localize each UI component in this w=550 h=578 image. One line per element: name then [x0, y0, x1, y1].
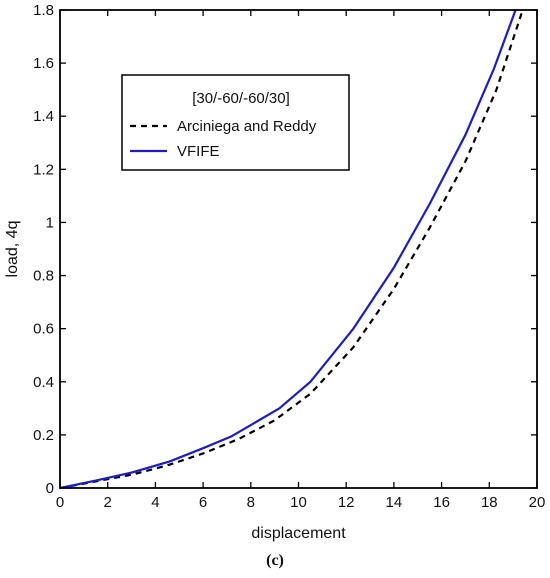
- y-tick-label: 1.6: [33, 55, 54, 72]
- plot-layer: 0 2 4 6 8 10 12 14 16 18 20 0 0.2 0.4 0.6 0.8 1 1.2 1.4 1.6…: [4, 2, 545, 542]
- x-axis-label: displacement: [251, 525, 346, 542]
- series-line-arciniega-reddy: [60, 10, 524, 488]
- y-tick-label: 0.6: [33, 321, 54, 338]
- y-tick-label: 0.8: [33, 268, 54, 285]
- figure-caption: (c): [266, 552, 284, 569]
- x-tick-label: 20: [529, 494, 546, 511]
- series-line-vfife: [60, 10, 517, 488]
- y-tick-label: 0.4: [33, 374, 54, 391]
- x-tick-label: 4: [151, 494, 159, 511]
- x-tick-label: 2: [104, 494, 112, 511]
- x-tick-label: 14: [386, 494, 403, 511]
- x-tick-label: 10: [290, 494, 307, 511]
- y-tick-label: 1.4: [33, 108, 54, 125]
- x-tick-label: 6: [199, 494, 207, 511]
- x-tick-label: 0: [56, 494, 64, 511]
- legend-title: [30/-60/-60/30]: [192, 90, 290, 107]
- x-tick-label: 8: [247, 494, 255, 511]
- y-tick-label: 0: [46, 480, 54, 497]
- y-tick-label: 0.2: [33, 427, 54, 444]
- legend-label-vfife: VFIFE: [177, 143, 220, 160]
- y-axis-label: load, 4q: [4, 221, 21, 278]
- legend-frame: [121, 74, 350, 171]
- x-tick-label: 18: [481, 494, 498, 511]
- x-tick-label: 12: [338, 494, 355, 511]
- y-tick-label: 1.8: [33, 2, 54, 19]
- legend: [30/-60/-60/30] Arciniega and Reddy VFIFE: [121, 74, 350, 171]
- legend-label-arciniega-reddy: Arciniega and Reddy: [177, 118, 317, 135]
- x-tick-label: 16: [433, 494, 450, 511]
- y-tick-label: 1: [46, 214, 54, 231]
- y-tick-label: 1.2: [33, 161, 54, 178]
